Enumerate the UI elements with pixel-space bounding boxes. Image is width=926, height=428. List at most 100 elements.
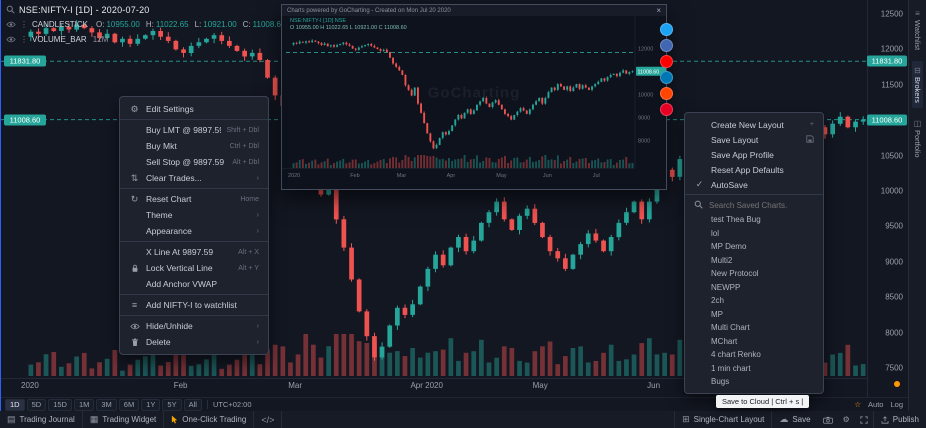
saved-chart-item-4-chart-renko[interactable]: 4 chart Renko [711,350,761,360]
range-button-1d[interactable]: 1D [5,398,25,411]
saved-chart-item-newpp[interactable]: NEWPP [711,282,741,292]
menu-item-appearance[interactable]: Appearance › [120,223,268,239]
menu-item-buy-mkt[interactable]: Buy Mkt Ctrl + Dbl [120,138,268,154]
saved-chart-item-1-min-chart[interactable]: 1 min chart [711,363,751,373]
ohlc-value: 11008.60 [252,20,282,29]
sidebar-tab-watchlist[interactable]: ≡ Watchlist [912,4,923,55]
saved-chart-item-new-protocol[interactable]: New Protocol [711,269,759,279]
fullscreen-button[interactable] [855,411,873,428]
saved-chart-item-test-thea-bug[interactable]: test Thea Bug [711,215,761,225]
saved-chart-item-2ch[interactable]: 2ch [711,296,724,306]
range-button-1y[interactable]: 1Y [141,398,161,411]
price-tick: 8500 [885,292,903,302]
menu-item-autosave[interactable]: ✓ AutoSave [685,177,823,192]
right-sidebar-tabs: ≡ Watchlist ⊟ Brokers ◫ Portfolio [908,0,926,411]
share-buttons [660,23,673,116]
auto-scale-button[interactable]: Auto [868,400,884,409]
menu-item-label: Appearance [146,226,192,236]
eye-icon [129,323,140,330]
range-button-5d[interactable]: 5D [26,398,47,411]
search-icon [694,196,703,214]
menu-item-label: Lock Vertical Line [146,263,213,273]
price-tick: 12000 [880,44,903,54]
share-youtube-icon[interactable] [660,55,673,68]
series-row[interactable]: ⋮ CANDLESTICK O: 10955.00 H: 11022.65 L: 1092… [6,17,282,32]
menu-item-reset-app-defaults[interactable]: Reset App Defaults [685,162,823,177]
more-icon[interactable]: ⋮ [20,35,28,44]
share-pinterest-icon[interactable] [660,103,673,116]
menu-item-label: Buy LMT @ 9897.59 [146,125,221,135]
menu-item-x-line-at-9897-59[interactable]: X Line At 9897.59 Alt + X [120,244,268,260]
eye-icon[interactable] [6,21,16,28]
saved-chart-item-multi-chart[interactable]: Multi Chart [711,323,750,333]
search-icon[interactable] [6,5,15,14]
shortcut-label: Alt + Dbl [232,158,259,166]
submenu-arrow-icon: › [256,322,259,330]
price-axis[interactable]: 1250012000115001100010500100009500900085… [866,0,908,397]
saved-chart-item-bugs[interactable]: Bugs [711,377,730,387]
menu-item-label: Hide/Unhide [146,321,193,331]
camera-button[interactable] [818,411,838,428]
reset-icon: ↻ [130,193,139,204]
range-button-all[interactable]: All [183,398,202,411]
menu-item-theme[interactable]: Theme › [120,207,268,223]
sidebar-tab-portfolio[interactable]: ◫ Portfolio [912,114,923,163]
trading-widget-button[interactable]: ▦ Trading Widget [83,411,165,428]
more-icon[interactable]: ⋮ [20,20,28,29]
saved-chart-item-multi2[interactable]: Multi2 [711,255,733,265]
volume-row[interactable]: ⋮ VOLUME_BAR 12M [6,32,282,47]
code-button[interactable]: </> [254,411,283,428]
range-button-1m[interactable]: 1M [73,398,95,411]
menu-item-add-nifty-i-to-watchlist[interactable]: ≡ Add NIFTY-I to watchlist [120,297,268,313]
menu-item-delete[interactable]: Delete › [120,334,268,350]
single-chart-layout-button[interactable]: ⊞ Single-Chart Layout [674,411,771,428]
svg-text:2020: 2020 [288,173,300,179]
menu-item-buy-lmt-9897-59[interactable]: Buy LMT @ 9897.59 Shift + Dbl [120,122,268,138]
menu-item-hide-unhide[interactable]: Hide/Unhide › [120,318,268,334]
svg-text:10000: 10000 [638,92,653,98]
symbol-title[interactable]: NSE:NIFTY-I [1D] - 2020-07-20 [19,4,150,15]
close-icon[interactable]: × [656,5,661,15]
publish-icon [881,415,889,424]
portfolio-icon: ◫ [913,119,922,128]
price-tick: 10500 [880,151,903,161]
menu-item-add-anchor-vwap[interactable]: Add Anchor VWAP [120,276,268,292]
menu-item-label: Reset Chart [146,194,192,204]
menu-item-save-layout[interactable]: Save Layout [685,132,823,147]
share-facebook-icon[interactable] [660,39,673,52]
menu-item-reset-chart[interactable]: ↻ Reset Chart Home [120,191,268,207]
gear-button[interactable]: ⚙ [842,415,850,424]
trading-journal-button[interactable]: ▤ Trading Journal [0,411,83,428]
star-icon[interactable]: ☆ [854,400,862,409]
chart-panel[interactable]: NSE:NIFTY-I [1D] - 2020-07-20 ⋮ CANDLEST… [0,0,909,411]
menu-item-create-new-layout[interactable]: Create New Layout + [685,117,823,132]
saved-chart-item-lol[interactable]: lol [711,228,720,238]
menu-item-lock-vertical-line[interactable]: Lock Vertical Line Alt + Y [120,260,268,276]
menu-item-sell-stop-9897-59[interactable]: Sell Stop @ 9897.59 Alt + Dbl [120,154,268,170]
menu-item-edit-settings[interactable]: ⚙ Edit Settings [120,101,268,117]
menu-item-clear-trades[interactable]: ⇅ Clear Trades... › [120,170,268,186]
save-button[interactable]: ☁ Save [771,411,817,428]
publish-button[interactable]: Publish [872,411,926,428]
saved-chart-item-mp[interactable]: MP [711,309,723,319]
saved-chart-item-mchart[interactable]: MChart [711,336,738,346]
one-click-trading-button[interactable]: One-Click Trading [164,411,255,428]
timezone-button[interactable]: UTC+02:00 [212,400,252,409]
log-scale-button[interactable]: Log [890,400,903,409]
range-button-6m[interactable]: 6M [118,398,140,411]
range-button-3m[interactable]: 3M [96,398,117,411]
sidebar-tab-brokers[interactable]: ⊟ Brokers [912,61,923,108]
range-button-15d[interactable]: 15D [48,398,72,411]
eye-icon[interactable] [6,36,16,43]
svg-text:Mar: Mar [397,173,407,179]
share-reddit-icon[interactable] [660,87,673,100]
range-button-5y[interactable]: 5Y [162,398,182,411]
time-axis[interactable]: 2020 Feb Mar Apr 2020 May Jun [1,380,867,394]
saved-chart-item-mp-demo[interactable]: MP Demo [711,242,747,252]
symbol-row[interactable]: NSE:NIFTY-I [1D] - 2020-07-20 [6,2,282,17]
price-tick: 7500 [885,363,903,373]
share-twitter-icon[interactable] [660,23,673,36]
saved-charts-search-input[interactable] [709,200,809,210]
share-linkedin-icon[interactable] [660,71,673,84]
menu-item-save-app-profile[interactable]: Save App Profile [685,147,823,162]
